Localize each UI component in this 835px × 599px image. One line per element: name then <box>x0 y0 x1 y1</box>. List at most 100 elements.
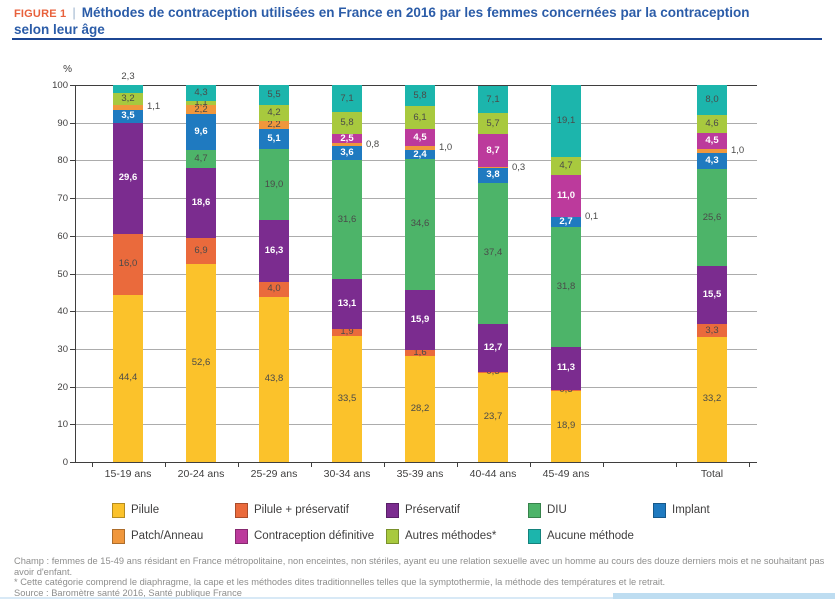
y-axis-unit-label: % <box>63 64 72 75</box>
bar-segment-pilule <box>551 391 581 462</box>
title-underline-rule <box>12 38 822 40</box>
legend-swatch-contraception-d-finitive <box>235 529 248 544</box>
x-tick <box>675 463 677 467</box>
y-axis-line <box>75 85 76 462</box>
bar-segment-pilule <box>186 264 216 462</box>
bar-segment-autres-m-thodes- <box>186 101 216 105</box>
bar-segment-aucune-m-thode <box>405 85 435 106</box>
x-category-label: 20-24 ans <box>177 468 225 480</box>
bar-segment-pilule-pr-servatif <box>186 238 216 264</box>
legend-item-label: Patch/Anneau <box>131 530 204 542</box>
bar-segment-aucune-m-thode <box>697 85 727 115</box>
footnote-champ: Champ : femmes de 15-49 ans résidant en … <box>14 556 825 577</box>
bar-segment-diu <box>551 227 581 347</box>
title-separator: | <box>72 5 76 20</box>
bar-segment-patch-anneau <box>405 146 435 150</box>
bar-segment-pilule-pr-servatif <box>478 372 508 373</box>
bar-segment-pilule <box>259 297 289 462</box>
x-tick <box>383 463 385 467</box>
bar-value-label: 0,8 <box>366 138 380 150</box>
footnote-source: Source : Baromètre santé 2016, Santé pub… <box>14 587 242 598</box>
bar-segment-contraception-d-finitive <box>551 175 581 217</box>
bar-segment-patch-anneau <box>259 121 289 129</box>
legend-item-label: Pilule <box>131 504 160 516</box>
bar-value-label: 2,3 <box>121 70 135 82</box>
bar-segment-pr-servatif <box>478 324 508 372</box>
y-tick-label: 60 <box>57 231 68 242</box>
bar-segment-pilule-pr-servatif <box>551 390 581 391</box>
x-category-label: 45-49 ans <box>542 468 590 480</box>
legend-swatch-diu <box>528 503 541 518</box>
bar-segment-diu <box>405 159 435 290</box>
bar-value-label: 0,3 <box>512 161 526 173</box>
bar-segment-aucune-m-thode <box>186 85 216 101</box>
legend-item-label: Contraception définitive <box>254 530 375 542</box>
bar-segment-implant <box>332 146 362 160</box>
x-tick <box>456 463 458 467</box>
bar-segment-pr-servatif <box>186 168 216 238</box>
bar-segment-patch-anneau <box>697 149 727 153</box>
y-tick <box>70 236 75 237</box>
bar-segment-patch-anneau <box>478 167 508 168</box>
bar-segment-pr-servatif <box>113 123 143 234</box>
bottom-page-divider <box>0 597 835 599</box>
y-tick-label: 50 <box>57 269 68 280</box>
x-category-label: 40-44 ans <box>469 468 517 480</box>
bar-segment-implant <box>113 110 143 123</box>
legend-item-label: Préservatif <box>405 504 460 516</box>
bar-segment-diu <box>332 160 362 279</box>
legend-item-label: Implant <box>672 504 710 516</box>
x-tick <box>164 463 166 467</box>
bar-segment-implant <box>186 114 216 150</box>
bar-segment-implant <box>405 150 435 159</box>
bar-segment-contraception-d-finitive <box>697 133 727 149</box>
y-tick <box>70 123 75 124</box>
figure-header: FIGURE 1 | Méthodes de contraception utili… <box>14 5 762 38</box>
bar-segment-contraception-d-finitive <box>332 134 362 143</box>
y-tick <box>70 311 75 312</box>
bar-segment-aucune-m-thode <box>332 85 362 112</box>
bar-segment-pr-servatif <box>551 347 581 390</box>
legend-swatch-aucune-m-thode <box>528 529 541 544</box>
bar-segment-autres-m-thodes- <box>478 113 508 134</box>
x-axis-line <box>75 462 757 463</box>
legend-swatch-pr-servatif <box>386 503 399 518</box>
x-tick <box>748 463 750 467</box>
bar-segment-autres-m-thodes- <box>332 112 362 134</box>
y-tick-label: 80 <box>57 155 68 166</box>
next-section-edge <box>613 593 835 599</box>
bar-segment-patch-anneau <box>332 143 362 146</box>
figure-tag: FIGURE 1 <box>14 8 67 20</box>
bar-segment-implant <box>697 153 727 169</box>
bar-segment-pr-servatif <box>697 266 727 324</box>
bar-segment-aucune-m-thode <box>551 85 581 157</box>
bar-value-label: 0,1 <box>585 210 599 222</box>
y-tick-label: 70 <box>57 193 68 204</box>
bar-value-label: 1,0 <box>731 145 745 157</box>
figure-title: Méthodes de contraception utilisées en F… <box>14 5 750 37</box>
y-tick <box>70 462 75 463</box>
bar-segment-patch-anneau <box>186 105 216 114</box>
x-category-label: 35-39 ans <box>396 468 444 480</box>
bar-segment-autres-m-thodes- <box>405 106 435 129</box>
bar-segment-pr-servatif <box>405 290 435 350</box>
legend-swatch-pilule <box>112 503 125 518</box>
bar-segment-pilule-pr-servatif <box>405 350 435 356</box>
y-tick <box>70 349 75 350</box>
bar-segment-autres-m-thodes- <box>551 157 581 175</box>
x-tick <box>310 463 312 467</box>
bar-segment-pilule <box>332 336 362 462</box>
bar-segment-pilule <box>405 356 435 462</box>
y-tick <box>70 424 75 425</box>
y-tick-label: 30 <box>57 344 68 355</box>
figure-footnotes: Champ : femmes de 15-49 ans résidant en … <box>14 556 826 598</box>
x-category-label: Total <box>700 468 724 480</box>
bar-segment-pr-servatif <box>259 220 289 282</box>
x-category-label: 30-34 ans <box>323 468 371 480</box>
legend-item-label: Autres méthodes* <box>405 530 497 542</box>
legend-swatch-pilule-pr-servatif <box>235 503 248 518</box>
bar-segment-aucune-m-thode <box>113 85 143 93</box>
bar-segment-aucune-m-thode <box>259 85 289 105</box>
